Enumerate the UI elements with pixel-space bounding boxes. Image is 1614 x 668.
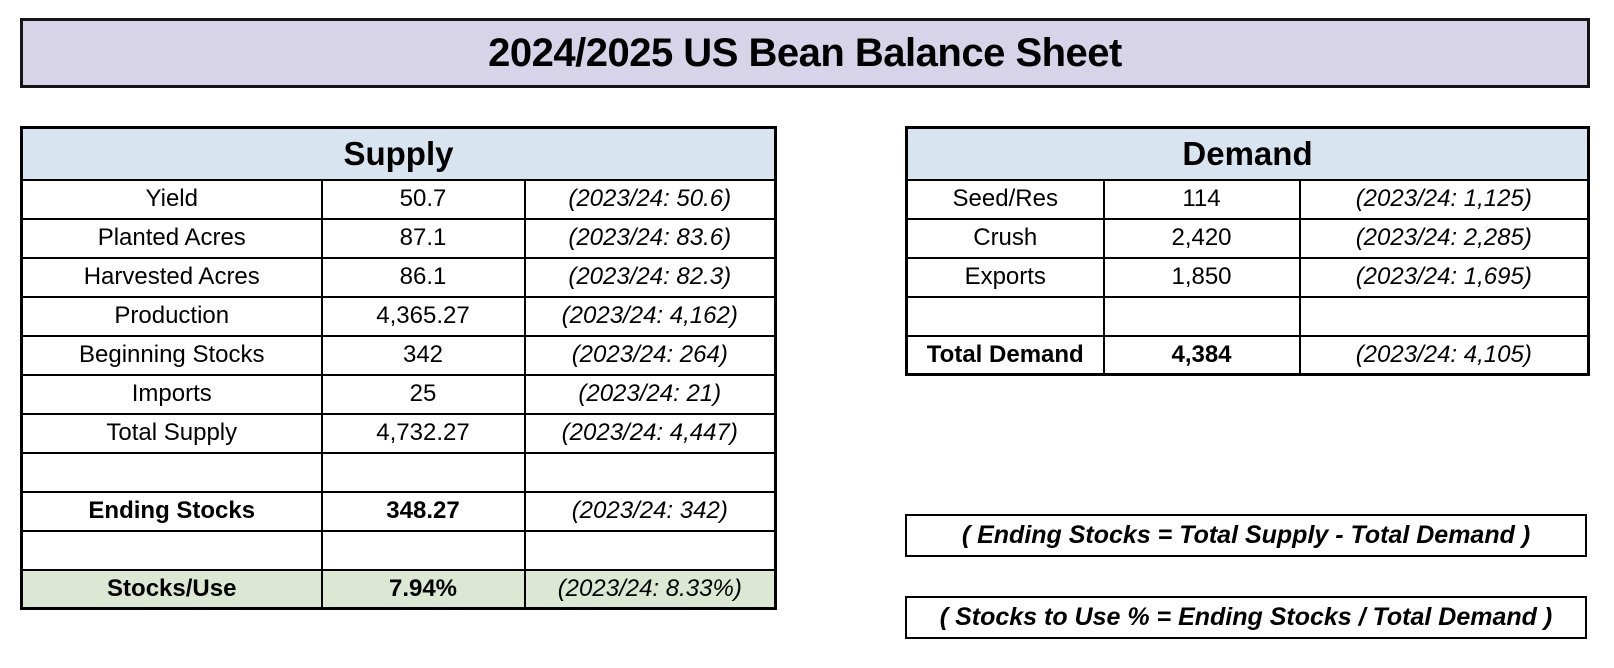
- row-prior-value: (2023/24: 2,285): [1298, 217, 1590, 259]
- row-prior-value: [523, 529, 777, 571]
- row-prior-value: (2023/24: 50.6): [523, 178, 777, 220]
- row-prior-value: (2023/24: 1,125): [1298, 178, 1590, 220]
- table-header-row: Supply: [20, 126, 777, 181]
- row-prior-value: (2023/24: 4,447): [523, 412, 777, 454]
- row-label: Exports: [905, 256, 1105, 298]
- table-row-ending-stocks: Ending Stocks 348.27 (2023/24: 342): [20, 490, 777, 532]
- row-label: Crush: [905, 217, 1105, 259]
- row-label: Yield: [20, 178, 323, 220]
- demand-table: Demand Seed/Res 114 (2023/24: 1,125) Cru…: [905, 126, 1591, 376]
- table-row: Crush 2,420 (2023/24: 2,285): [905, 217, 1590, 259]
- row-prior-value: (2023/24: 1,695): [1298, 256, 1590, 298]
- table-row: Planted Acres 87.1 (2023/24: 83.6): [20, 217, 777, 259]
- page-title: 2024/2025 US Bean Balance Sheet: [20, 18, 1590, 88]
- table-row-empty: [905, 295, 1590, 337]
- table-header-row: Demand: [905, 126, 1590, 181]
- row-prior-value: [523, 451, 777, 493]
- table-row: Total Supply 4,732.27 (2023/24: 4,447): [20, 412, 777, 454]
- row-prior-value: (2023/24: 21): [523, 373, 777, 415]
- table-row: Beginning Stocks 342 (2023/24: 264): [20, 334, 777, 376]
- row-prior-value: (2023/24: 82.3): [523, 256, 777, 298]
- row-label: Planted Acres: [20, 217, 323, 259]
- table-row-stocks-use: Stocks/Use 7.94% (2023/24: 8.33%): [20, 568, 777, 610]
- row-label: Beginning Stocks: [20, 334, 323, 376]
- row-value: 87.1: [320, 217, 526, 259]
- supply-table: Supply Yield 50.7 (2023/24: 50.6) Plante…: [20, 126, 777, 610]
- table-row-total-demand: Total Demand 4,384 (2023/24: 4,105): [905, 334, 1590, 376]
- row-value: 4,732.27: [320, 412, 526, 454]
- row-value: [320, 529, 526, 571]
- row-value: 4,384: [1102, 334, 1301, 376]
- row-value: 342: [320, 334, 526, 376]
- row-label: Ending Stocks: [20, 490, 323, 532]
- row-label: Stocks/Use: [20, 568, 323, 610]
- supply-section-header: Supply: [20, 126, 777, 181]
- row-label: [20, 451, 323, 493]
- table-row-empty: [20, 451, 777, 493]
- row-value: 1,850: [1102, 256, 1301, 298]
- row-prior-value: (2023/24: 342): [523, 490, 777, 532]
- row-prior-value: (2023/24: 8.33%): [523, 568, 777, 610]
- row-value: 4,365.27: [320, 295, 526, 337]
- row-label: [20, 529, 323, 571]
- ending-stocks-formula-note: ( Ending Stocks = Total Supply - Total D…: [905, 514, 1587, 557]
- row-value: 25: [320, 373, 526, 415]
- row-prior-value: [1298, 295, 1590, 337]
- demand-section-header: Demand: [905, 126, 1590, 181]
- row-label: Harvested Acres: [20, 256, 323, 298]
- row-value: 86.1: [320, 256, 526, 298]
- row-prior-value: (2023/24: 4,162): [523, 295, 777, 337]
- row-prior-value: (2023/24: 4,105): [1298, 334, 1590, 376]
- row-label: Total Supply: [20, 412, 323, 454]
- table-row-empty: [20, 529, 777, 571]
- table-row: Seed/Res 114 (2023/24: 1,125): [905, 178, 1590, 220]
- row-value: 348.27: [320, 490, 526, 532]
- table-row: Imports 25 (2023/24: 21): [20, 373, 777, 415]
- row-label: Total Demand: [905, 334, 1105, 376]
- row-value: 50.7: [320, 178, 526, 220]
- table-row: Production 4,365.27 (2023/24: 4,162): [20, 295, 777, 337]
- row-prior-value: (2023/24: 264): [523, 334, 777, 376]
- table-row: Harvested Acres 86.1 (2023/24: 82.3): [20, 256, 777, 298]
- row-value: [320, 451, 526, 493]
- table-row: Exports 1,850 (2023/24: 1,695): [905, 256, 1590, 298]
- row-label: Imports: [20, 373, 323, 415]
- row-label: Production: [20, 295, 323, 337]
- stocks-to-use-formula-note: ( Stocks to Use % = Ending Stocks / Tota…: [905, 596, 1587, 639]
- row-label: Seed/Res: [905, 178, 1105, 220]
- row-prior-value: (2023/24: 83.6): [523, 217, 777, 259]
- row-label: [905, 295, 1105, 337]
- row-value: 7.94%: [320, 568, 526, 610]
- row-value: 2,420: [1102, 217, 1301, 259]
- row-value: [1102, 295, 1301, 337]
- table-row: Yield 50.7 (2023/24: 50.6): [20, 178, 777, 220]
- row-value: 114: [1102, 178, 1301, 220]
